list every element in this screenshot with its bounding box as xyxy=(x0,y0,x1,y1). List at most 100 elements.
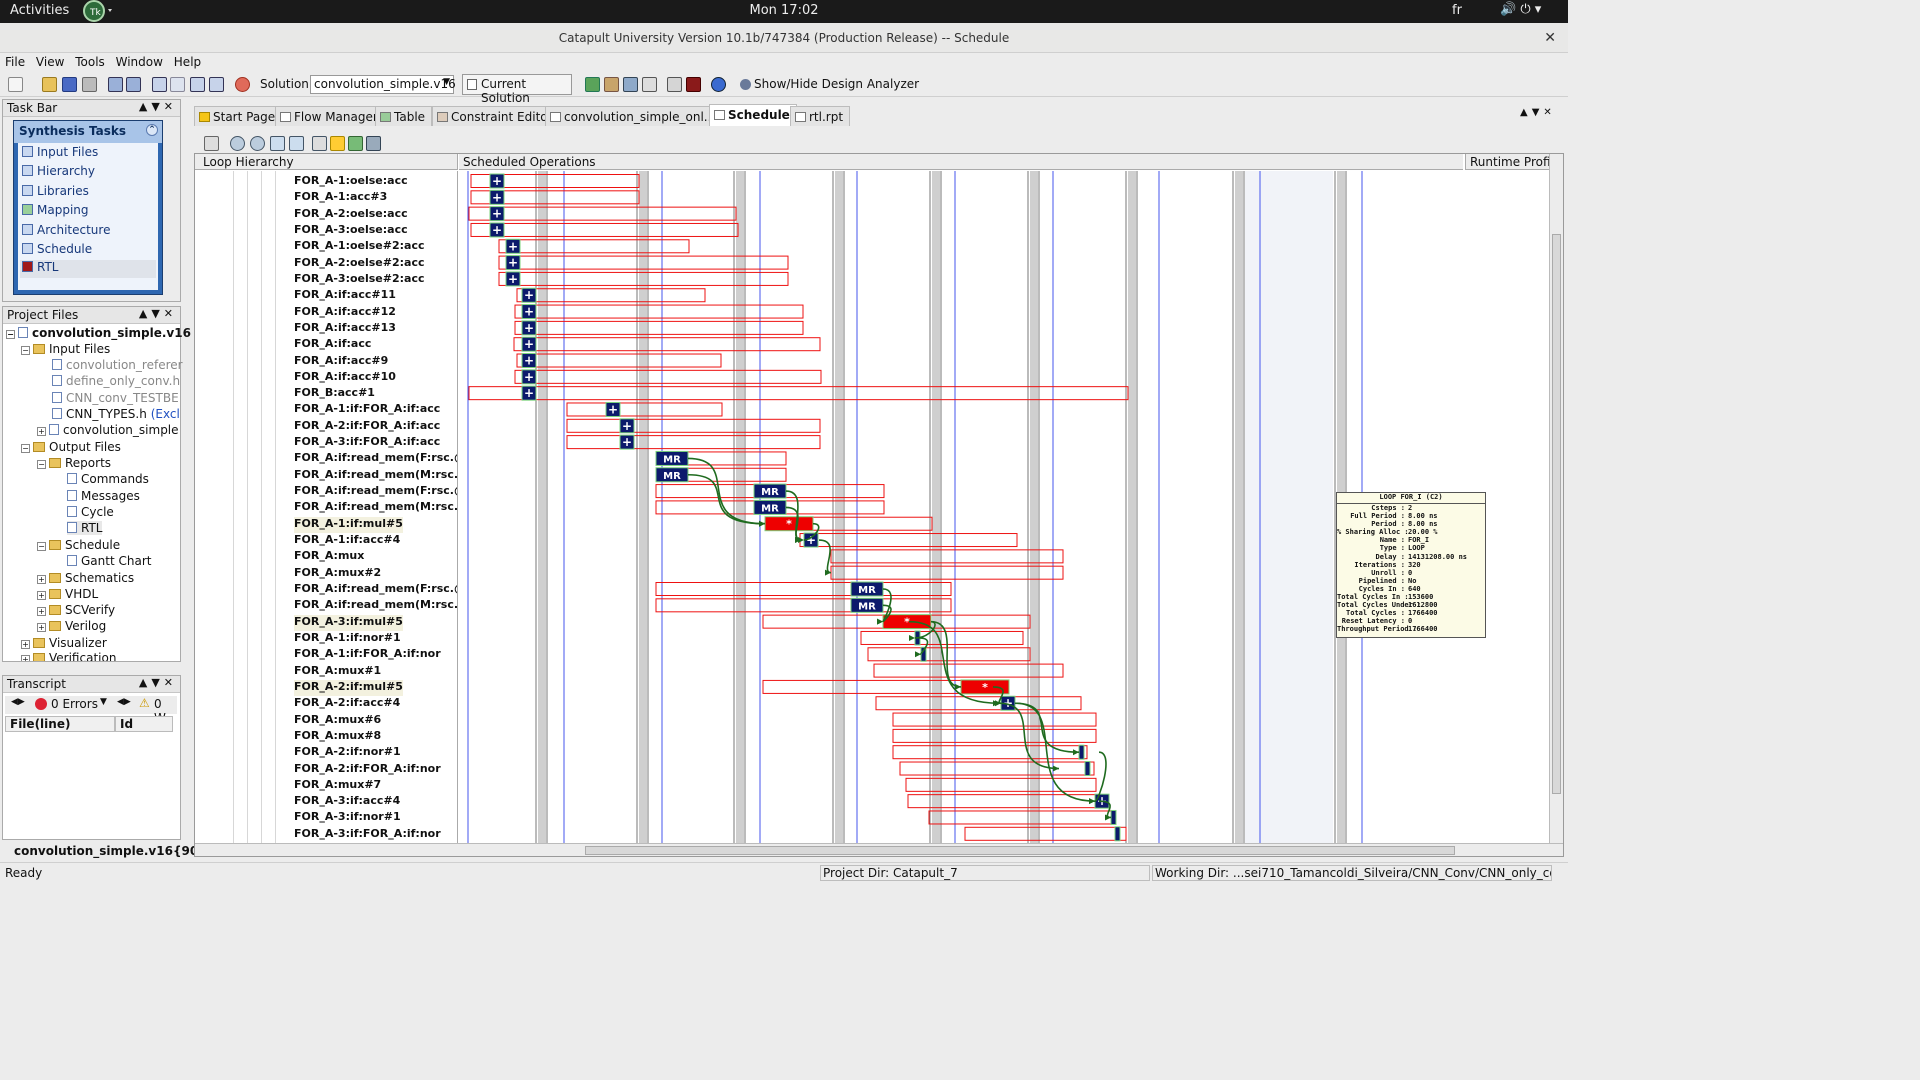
tab-schedule[interactable]: Schedule xyxy=(709,104,797,126)
tree-reports[interactable]: − Reports xyxy=(37,456,111,470)
operation-name[interactable]: FOR_A-1:if:mul#5 xyxy=(294,516,403,533)
project-tab-label[interactable]: convolution_simple.v16{90} xyxy=(14,844,207,858)
chevron-down-icon[interactable]: ▼ xyxy=(100,697,107,707)
tab-flow-manager[interactable]: Flow Manager xyxy=(275,106,385,126)
operation-name[interactable]: FOR_A:if:acc#10 xyxy=(294,369,396,383)
menu-file[interactable]: File xyxy=(5,55,26,69)
menu-view[interactable]: View xyxy=(35,55,65,69)
find-next-icon[interactable] xyxy=(126,77,141,92)
print-icon[interactable] xyxy=(82,77,97,92)
tab-controls-icon[interactable]: ▲▼✕ xyxy=(1520,107,1556,118)
operation-name[interactable]: FOR_A-1:if:FOR_A:if:acc xyxy=(294,402,441,416)
task-architecture[interactable]: Architecture xyxy=(22,223,110,241)
expand-icon[interactable]: + xyxy=(37,607,46,616)
nav-arrows-icon[interactable]: ◀▶ xyxy=(117,697,131,707)
tab-rtl-rpt[interactable]: rtl.rpt xyxy=(790,106,851,126)
operation-name[interactable]: FOR_A-3:if:FOR_A:if:acc xyxy=(294,435,441,449)
tree-file[interactable]: define_only_conv.h xyxy=(52,374,180,388)
task-mapping[interactable]: Mapping xyxy=(22,203,89,221)
runtime-profile-header[interactable]: Runtime Profil xyxy=(1465,154,1563,170)
show-hide-design-analyzer-button[interactable]: Show/Hide Design Analyzer xyxy=(738,74,923,95)
hierarchy-icon[interactable] xyxy=(348,136,363,151)
expand-icon[interactable]: + xyxy=(37,591,46,600)
column-id[interactable]: Id xyxy=(115,716,173,732)
tree-file[interactable]: CNN_TYPES.h (Excl xyxy=(52,407,180,421)
operation-name[interactable]: FOR_A-1:oelse#2:acc xyxy=(294,239,425,253)
gantt-icon[interactable] xyxy=(667,77,682,92)
tree-verilog[interactable]: + Verilog xyxy=(37,619,106,633)
operation-name[interactable]: FOR_A:mux#6 xyxy=(294,712,382,726)
operation-name[interactable]: FOR_A-3:if:mul#5 xyxy=(294,614,403,631)
tree-report-rtl[interactable]: RTL xyxy=(67,521,103,535)
operation-name[interactable]: FOR_A:if:acc#9 xyxy=(294,353,389,367)
panel-controls-icon[interactable]: ▲▼✕ xyxy=(138,100,177,113)
layout-icon[interactable] xyxy=(366,136,381,151)
tree-vhdl[interactable]: + VHDL xyxy=(37,587,98,601)
solution-select[interactable]: convolution_simple.v16 ▼ xyxy=(310,75,456,94)
task-input-files[interactable]: Input Files xyxy=(22,145,98,163)
tree-visualizer[interactable]: + Visualizer xyxy=(21,636,107,650)
operation-name[interactable]: FOR_A:mux#7 xyxy=(294,777,382,791)
operation-name[interactable]: FOR_A-2:if:nor#1 xyxy=(294,745,401,759)
expand-icon[interactable]: + xyxy=(37,623,46,632)
operation-name[interactable]: FOR_A-3:if:acc#4 xyxy=(294,794,401,808)
horizontal-scroll-thumb[interactable] xyxy=(585,846,1455,855)
panel-controls-icon[interactable]: ▲▼✕ xyxy=(138,676,177,689)
menu-tools[interactable]: Tools xyxy=(75,55,105,69)
pan-icon[interactable] xyxy=(289,136,304,151)
operation-name[interactable]: FOR_A-1:acc#3 xyxy=(294,190,388,204)
operation-name[interactable]: FOR_A:mux#8 xyxy=(294,728,382,742)
scheduled-operations-header[interactable]: Scheduled Operations xyxy=(459,154,1463,170)
operation-name[interactable]: FOR_A:if:read_mem(M:rsc.@ xyxy=(294,500,458,514)
tree-gantt-chart[interactable]: Gantt Chart xyxy=(67,554,151,568)
operation-name[interactable]: FOR_A:if:acc#13 xyxy=(294,320,396,334)
new-file-icon[interactable] xyxy=(8,77,23,92)
tree-file[interactable]: CNN_conv_TESTBE xyxy=(52,391,179,405)
collapse-icon[interactable]: − xyxy=(21,444,30,453)
zoom-in-icon[interactable] xyxy=(230,136,245,151)
vertical-scroll-thumb[interactable] xyxy=(1552,234,1561,794)
operation-name[interactable]: FOR_A-2:if:FOR_A:if:acc xyxy=(294,418,441,432)
close-window-icon[interactable]: ✕ xyxy=(1544,30,1556,46)
tree-input-files[interactable]: − Input Files xyxy=(21,342,110,356)
column-file-line[interactable]: File(line) xyxy=(5,716,115,732)
operation-name[interactable]: FOR_A-2:oelse:acc xyxy=(294,206,408,220)
operation-name[interactable]: FOR_A:if:read_mem(M:rsc.@ xyxy=(294,467,458,481)
tree-file[interactable]: convolution_referer xyxy=(52,358,183,372)
operation-name[interactable]: FOR_A-2:oelse#2:acc xyxy=(294,255,425,269)
undo-icon[interactable] xyxy=(152,77,167,92)
forward-icon[interactable] xyxy=(209,77,224,92)
synthesis-tasks-header[interactable]: Synthesis Tasks ⌃ xyxy=(14,121,162,143)
tab-table[interactable]: Table xyxy=(375,106,433,126)
collapse-icon[interactable]: − xyxy=(6,330,15,339)
tree-output-files[interactable]: − Output Files xyxy=(21,440,121,454)
edit-icon[interactable] xyxy=(204,136,219,151)
settings-icon[interactable] xyxy=(623,77,638,92)
find-icon[interactable] xyxy=(108,77,123,92)
tree-project-root[interactable]: − convolution_simple.v16 xyxy=(6,326,191,340)
rtl-icon[interactable] xyxy=(686,77,701,92)
nav-arrows-icon[interactable]: ◀▶ xyxy=(11,697,25,707)
tk-app-icon[interactable]: Tk xyxy=(78,0,114,22)
expand-icon[interactable]: + xyxy=(37,427,46,436)
expand-icon[interactable]: + xyxy=(21,640,30,649)
tab-source-file[interactable]: convolution_simple_onl... xyxy=(545,106,723,126)
redo-icon[interactable] xyxy=(170,77,185,92)
task-hierarchy[interactable]: Hierarchy xyxy=(22,164,95,182)
operation-name[interactable]: FOR_A-1:if:nor#1 xyxy=(294,630,401,644)
operation-name[interactable]: FOR_A:if:read_mem(F:rsc.@ xyxy=(294,484,458,498)
menu-help[interactable]: Help xyxy=(173,55,202,69)
collapse-icon[interactable]: − xyxy=(21,346,30,355)
errors-filter[interactable]: 0 Errors xyxy=(51,697,98,711)
menu-window[interactable]: Window xyxy=(115,55,163,69)
tree-verification[interactable]: + Verification xyxy=(21,651,116,661)
filter-icon[interactable] xyxy=(330,136,345,151)
operation-name[interactable]: FOR_A:if:acc xyxy=(294,337,372,351)
task-rtl[interactable]: RTL xyxy=(20,260,156,278)
tab-constraint-editor[interactable]: Constraint Editor xyxy=(432,106,560,126)
operation-name[interactable]: FOR_A:if:acc#11 xyxy=(294,288,396,302)
vertical-scrollbar[interactable] xyxy=(1549,154,1563,843)
operation-name[interactable]: FOR_A-3:oelse:acc xyxy=(294,222,408,236)
loop-hierarchy-header[interactable]: Loop Hierarchy xyxy=(195,154,458,170)
